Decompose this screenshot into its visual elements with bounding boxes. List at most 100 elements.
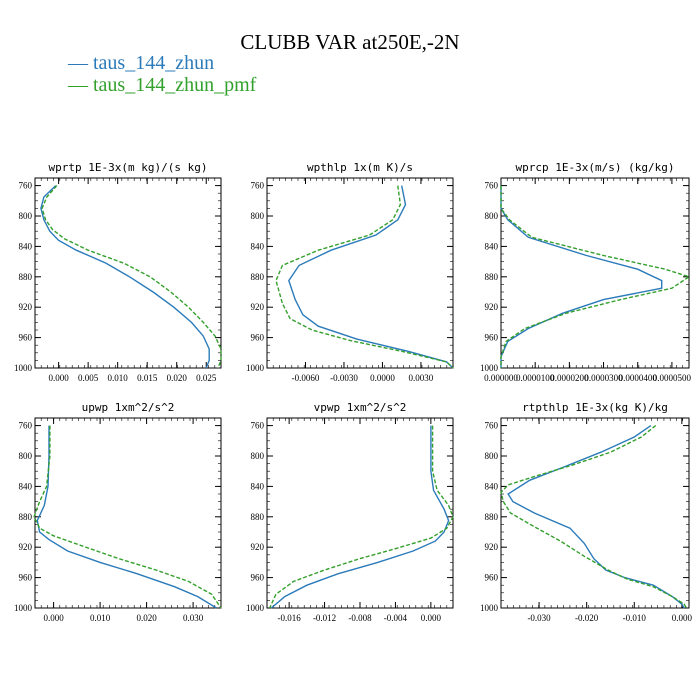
legend-item-zhun: — taus_144_zhun (68, 52, 256, 74)
y-tick-label: 760 (485, 181, 499, 191)
x-tick-label: 0.000000 (484, 373, 518, 383)
plot-frame (500, 177, 690, 369)
y-tick-label: 760 (19, 421, 33, 431)
series-line-taus-144-zhun-pmf (33, 425, 222, 609)
plot-panel-2: wpthlp 1x(m K)/s -0.0060 -0.0030 0.0000 0.00… (246, 161, 454, 383)
panel-title: wprtp 1E-3x(m kg)/(s kg) (49, 161, 208, 174)
series-line-taus-144-zhun (500, 185, 663, 368)
series-line-taus-144-zhun (288, 185, 454, 369)
x-tick-label: 0.015 (137, 373, 158, 383)
x-tick-label: 0.010 (108, 373, 129, 383)
x-tick-label: 0.000 (421, 613, 442, 623)
plot-panel-4: upwp 1xm^2/s^2 0.000 0.010 0.020 0.030 760 800… (14, 401, 222, 623)
plot-frame (34, 417, 222, 609)
legend-item-zhun-pmf: — taus_144_zhun_pmf (68, 74, 256, 96)
plot-panel-5: vpwp 1xm^2/s^2 -0.016 -0.012 -0.008 -0.004 0.… (246, 401, 454, 623)
y-tick-label: 960 (19, 333, 33, 343)
x-tick-label: 0.010 (90, 613, 111, 623)
y-tick-label: 840 (19, 241, 33, 251)
y-tick-label: 840 (485, 241, 499, 251)
series-line-taus-144-zhun-pmf (500, 425, 688, 609)
y-tick-label: 760 (251, 421, 265, 431)
series-line-taus-144-zhun-pmf (275, 185, 454, 369)
y-tick-label: 760 (251, 181, 265, 191)
x-tick-label: -0.020 (575, 613, 599, 623)
plot-panel-1: wprtp 1E-3x(m kg)/(s kg) 0.000 0.005 0.010 0… (14, 161, 222, 383)
panel-title: wpthlp 1x(m K)/s (307, 161, 413, 174)
series-line-taus-144-zhun (36, 425, 217, 609)
y-tick-label: 960 (251, 573, 265, 583)
x-tick-label: -0.030 (527, 613, 551, 623)
y-tick-label: 880 (485, 512, 499, 522)
x-tick-label: 0.030 (183, 613, 204, 623)
series-line-taus-144-zhun-pmf (41, 185, 222, 369)
plot-frame (34, 177, 222, 369)
series-line-taus-144-zhun (507, 425, 685, 609)
series-line-taus-144-zhun (40, 185, 210, 369)
y-tick-label: 840 (251, 481, 265, 491)
y-tick-label: 960 (251, 333, 265, 343)
y-tick-label: 880 (251, 272, 265, 282)
x-tick-label: 0.000 (48, 373, 69, 383)
y-tick-label: 920 (19, 542, 33, 552)
y-tick-label: 760 (19, 181, 33, 191)
y-tick-label: 1000 (480, 363, 499, 373)
x-tick-label: 0.005 (78, 373, 99, 383)
y-tick-label: 960 (485, 573, 499, 583)
x-tick-label: -0.010 (623, 613, 647, 623)
y-tick-label: 880 (485, 272, 499, 282)
y-tick-label: 920 (251, 302, 265, 312)
series-line-taus-144-zhun-pmf (269, 425, 454, 609)
y-tick-label: 920 (19, 302, 33, 312)
plot-frame (266, 417, 454, 609)
y-tick-label: 960 (19, 573, 33, 583)
y-tick-label: 880 (251, 512, 265, 522)
y-tick-label: 800 (19, 451, 33, 461)
y-tick-label: 920 (485, 302, 499, 312)
y-tick-label: 800 (485, 451, 499, 461)
series-line-taus-144-zhun-pmf (500, 185, 691, 368)
x-tick-label: 0.0000300 (584, 373, 623, 383)
plot-panel-3: wprcp 1E-3x(m/s) (kg/kg) 0.0000000.000010… (480, 161, 692, 383)
y-tick-label: 1000 (14, 363, 33, 373)
y-tick-label: 960 (485, 333, 499, 343)
y-tick-label: 760 (485, 421, 499, 431)
x-tick-label: -0.004 (384, 613, 408, 623)
x-tick-label: 0.020 (136, 613, 157, 623)
legend-label: taus_144_zhun (93, 52, 215, 74)
x-tick-label: -0.0030 (330, 373, 358, 383)
y-tick-label: 800 (485, 211, 499, 221)
y-tick-label: 840 (485, 481, 499, 491)
legend: — taus_144_zhun — taus_144_zhun_pmf (68, 52, 256, 96)
figure-title: CLUBB VAR at250E,-2N (240, 30, 460, 54)
x-tick-label: 0.0000500 (653, 373, 692, 383)
x-tick-label: -0.0060 (292, 373, 320, 383)
y-tick-label: 840 (251, 241, 265, 251)
y-tick-label: 920 (485, 542, 499, 552)
x-tick-label: -0.008 (348, 613, 372, 623)
y-tick-label: 1000 (14, 603, 33, 613)
x-tick-label: -0.012 (313, 613, 336, 623)
panel-title: wprcp 1E-3x(m/s) (kg/kg) (516, 161, 675, 174)
panel-title: upwp 1xm^2/s^2 (82, 401, 175, 414)
x-tick-label: -0.016 (278, 613, 302, 623)
y-tick-label: 880 (19, 512, 33, 522)
legend-line-icon: — (68, 52, 88, 74)
panel-title: vpwp 1xm^2/s^2 (314, 401, 407, 414)
x-tick-label: 0.0000 (370, 373, 395, 383)
x-tick-label: 0.020 (167, 373, 188, 383)
x-tick-label: 0.0000100 (516, 373, 555, 383)
series-line-taus-144-zhun (270, 425, 450, 609)
y-tick-label: 800 (251, 211, 265, 221)
x-tick-label: 0.025 (196, 373, 217, 383)
x-tick-label: 0.000 (672, 613, 693, 623)
plot-panel-6: rtpthlp 1E-3x(kg K)/kg -0.030 -0.020 -0.010… (480, 401, 692, 623)
y-tick-label: 1000 (480, 603, 499, 613)
y-tick-label: 840 (19, 481, 33, 491)
y-tick-label: 800 (251, 451, 265, 461)
panel-title: rtpthlp 1E-3x(kg K)/kg (522, 401, 668, 414)
x-tick-label: 0.0000400 (619, 373, 658, 383)
x-tick-label: 0.0030 (409, 373, 434, 383)
x-tick-label: 0.000 (43, 613, 64, 623)
